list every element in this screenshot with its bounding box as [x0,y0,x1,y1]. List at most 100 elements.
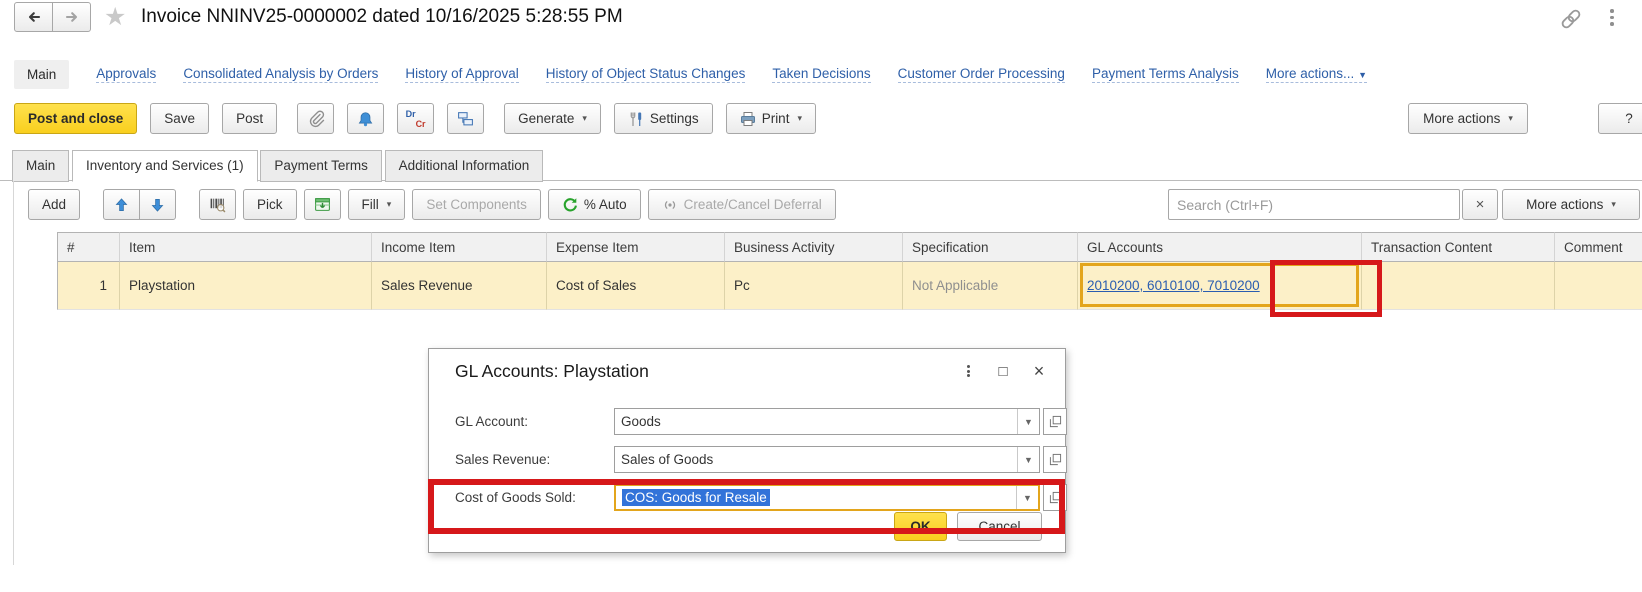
tab-inventory-and-services[interactable]: Inventory and Services (1) [72,150,258,182]
gl-account-input[interactable]: Goods ▼ [614,408,1040,435]
bell-icon [358,112,373,127]
search-input[interactable] [1168,189,1460,220]
move-up-button[interactable] [103,189,141,220]
sales-revenue-open-button[interactable] [1043,446,1067,473]
sales-revenue-label: Sales Revenue: [455,452,551,467]
income-item-cell[interactable]: Sales Revenue [372,262,547,310]
nav-consolidated-analysis[interactable]: Consolidated Analysis by Orders [183,65,379,83]
more-actions-label: More actions [1423,111,1501,126]
percent-auto-button[interactable]: % Auto [547,189,641,220]
print-label: Print [761,111,790,126]
column-header-specification[interactable]: Specification [903,232,1078,262]
wrench-icon [630,112,642,126]
favorite-star-icon[interactable]: ★ [104,3,127,31]
ok-button[interactable]: OK [894,512,947,541]
row-number-cell[interactable]: 1 [57,262,120,310]
barcode-scan-button[interactable] [199,189,237,220]
cost-of-goods-sold-label: Cost of Goods Sold: [455,490,576,505]
print-button[interactable]: Print ▾ [725,103,816,134]
nav-approvals[interactable]: Approvals [96,65,157,83]
nav-history-of-approval[interactable]: History of Approval [405,65,519,83]
add-row-button[interactable]: Add [28,189,81,220]
save-button[interactable]: Save [150,103,210,134]
more-menu-icon[interactable] [1606,5,1618,30]
column-header-number[interactable]: # [57,232,120,262]
cancel-button[interactable]: Cancel [957,512,1042,541]
tab-additional-information[interactable]: Additional Information [384,150,544,182]
pick-button[interactable]: Pick [243,189,297,220]
gl-account-open-button[interactable] [1043,408,1067,435]
dialog-close-icon[interactable]: × [1033,360,1045,381]
comment-cell[interactable] [1555,262,1642,310]
cost-of-goods-sold-field-row: Cost of Goods Sold: COS: Goods for Resal… [455,484,1067,511]
document-structure-button[interactable] [447,103,485,134]
column-header-expense-item[interactable]: Expense Item [547,232,725,262]
chevron-down-icon: ▼ [1358,69,1367,80]
column-header-gl-accounts[interactable]: GL Accounts [1078,232,1362,262]
cost-of-goods-sold-input[interactable]: COS: Goods for Resale ▼ [614,484,1040,511]
grid-more-actions-button[interactable]: More actions ▾ [1502,189,1640,220]
structure-icon [458,112,474,126]
nav-history-object-status[interactable]: History of Object Status Changes [545,65,746,83]
nav-main[interactable]: Main [14,59,70,89]
forward-button[interactable] [52,2,91,32]
fill-button[interactable]: Fill ▾ [347,189,406,220]
column-header-item[interactable]: Item [120,232,372,262]
set-components-button[interactable]: Set Components [412,189,541,220]
gl-accounts-link[interactable]: 2010200, 6010100, 7010200 [1087,278,1260,293]
reminder-button[interactable] [347,103,385,134]
item-cell[interactable]: Playstation [120,262,372,310]
post-button[interactable]: Post [222,103,278,134]
column-header-transaction-content[interactable]: Transaction Content [1362,232,1555,262]
transaction-content-cell[interactable] [1362,262,1555,310]
pick-from-list-button[interactable] [303,189,341,220]
chevron-down-icon: ▾ [1611,199,1616,209]
chevron-down-icon[interactable]: ▼ [1017,409,1039,434]
back-button[interactable] [14,2,53,32]
green-table-icon [314,198,330,211]
chevron-down-icon[interactable]: ▼ [1016,486,1038,509]
move-down-button[interactable] [139,189,177,220]
nav-taken-decisions[interactable]: Taken Decisions [772,65,871,83]
settings-button[interactable]: Settings [613,103,713,134]
dr-cr-icon: Dr Cr [405,108,426,129]
tab-payment-terms[interactable]: Payment Terms [260,150,382,182]
post-and-close-button[interactable]: Post and close [14,103,138,134]
page-title: Invoice NNINV25-0000002 dated 10/16/2025… [141,6,623,27]
create-cancel-deferral-button[interactable]: Create/Cancel Deferral [647,189,836,220]
open-window-icon [1049,491,1061,504]
sales-revenue-input[interactable]: Sales of Goods ▼ [614,446,1040,473]
chevron-down-icon: ▾ [797,113,802,123]
nav-payment-terms-analysis[interactable]: Payment Terms Analysis [1091,65,1239,83]
arrow-down-icon [151,198,164,212]
dialog-menu-icon[interactable] [956,359,980,383]
column-header-comment[interactable]: Comment [1555,232,1642,262]
nav-customer-order-processing[interactable]: Customer Order Processing [897,65,1065,83]
attachments-button[interactable] [297,103,335,134]
move-row-group [103,189,177,220]
sales-revenue-value: Sales of Goods [621,452,714,467]
gl-accounts-dialog: GL Accounts: Playstation □ × GL Account:… [428,348,1067,553]
specification-cell[interactable]: Not Applicable [903,262,1078,310]
column-header-business-activity[interactable]: Business Activity [725,232,903,262]
column-header-income-item[interactable]: Income Item [372,232,547,262]
more-actions-button[interactable]: More actions ▾ [1408,103,1528,134]
open-window-icon [1049,415,1061,428]
gl-accounts-cell[interactable]: 2010200, 6010100, 7010200 [1078,262,1362,310]
tab-main[interactable]: Main [12,150,70,182]
expense-item-cell[interactable]: Cost of Sales [547,262,725,310]
nav-more-actions-label: More actions... [1265,65,1355,81]
back-arrow-icon [28,12,40,22]
cost-of-goods-sold-open-button[interactable] [1043,484,1067,511]
dr-cr-postings-button[interactable]: Dr Cr [397,103,435,134]
nav-more-actions[interactable]: More actions... ▼ [1265,65,1367,83]
get-link-icon[interactable] [1558,6,1584,35]
business-activity-cell[interactable]: Pc [725,262,903,310]
generate-button[interactable]: Generate ▾ [504,103,601,134]
history-nav [14,2,91,32]
help-button[interactable]: ? [1598,103,1642,134]
clear-search-button[interactable]: × [1462,189,1498,220]
chevron-down-icon[interactable]: ▼ [1017,447,1039,472]
dialog-maximize-icon[interactable]: □ [998,362,1008,380]
